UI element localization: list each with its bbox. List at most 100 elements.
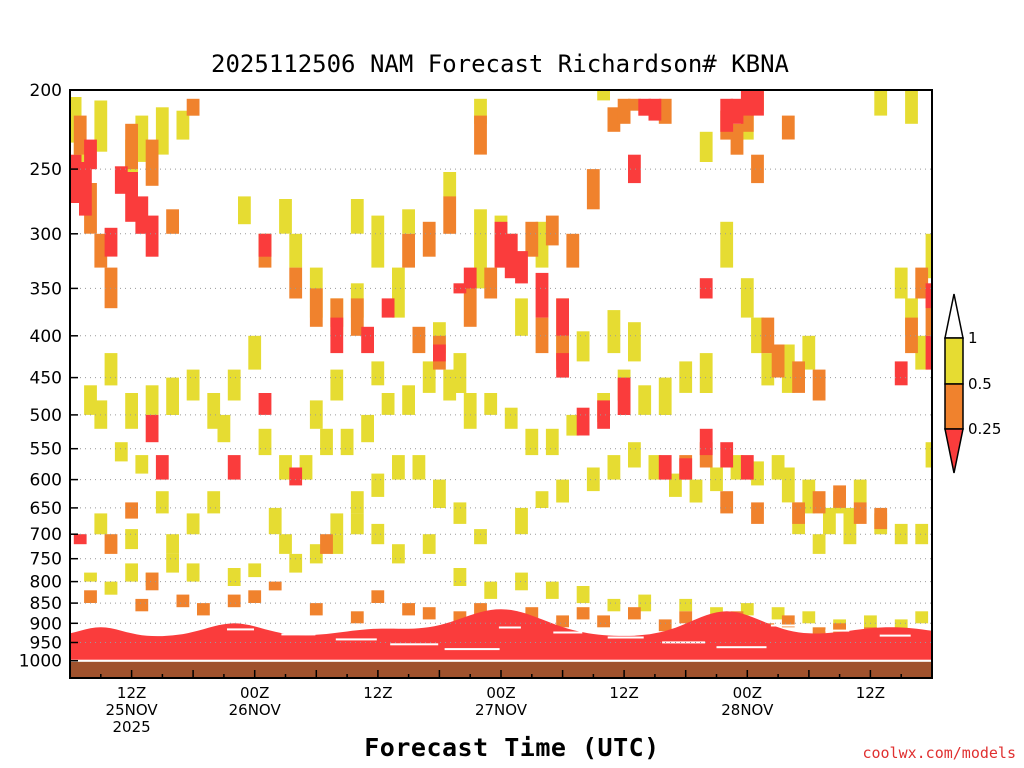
- heat-cell-2-39: [227, 455, 241, 480]
- heat-cell-0-84: [915, 523, 929, 545]
- heat-cell-0-139: [422, 534, 436, 554]
- heat-cell-0-27: [628, 322, 641, 362]
- heat-cell-0-138: [392, 544, 405, 564]
- heat-cell-0-143: [545, 581, 559, 599]
- heat-cell-1-45: [905, 317, 918, 354]
- heat-cell-1-43: [853, 502, 867, 524]
- heat-cell-2-29: [699, 428, 713, 456]
- heat-cell-2-32: [381, 298, 395, 318]
- heat-cell-0-79: [802, 479, 816, 514]
- xtick-label-1-1: 26NOV: [229, 701, 282, 719]
- heat-cell-0-61: [433, 479, 446, 508]
- heat-cell-0-123: [699, 131, 713, 162]
- heat-cell-0-76: [771, 455, 785, 480]
- heat-cell-0-55: [309, 544, 323, 564]
- heat-cell-0-81: [843, 507, 857, 545]
- heat-cell-0-23: [535, 221, 549, 268]
- band-gap-1: [227, 628, 254, 631]
- heat-cell-0-25: [576, 331, 590, 362]
- heat-cell-1-24: [628, 98, 641, 111]
- heat-cell-0-155: [915, 611, 929, 624]
- heat-cell-0-37: [207, 393, 221, 429]
- heat-cell-2-0: [70, 154, 82, 203]
- heat-cell-1-71: [84, 590, 97, 603]
- band-gap-12: [825, 629, 850, 632]
- ytick-label-300: 300: [30, 225, 62, 245]
- heat-cell-0-50: [166, 534, 179, 554]
- heat-cell-1-15: [463, 283, 477, 327]
- heat-cell-2-24: [617, 377, 631, 415]
- heat-cell-1-5: [145, 139, 159, 186]
- heat-cell-0-135: [330, 534, 344, 554]
- heat-cell-1-49: [412, 326, 426, 354]
- heat-cell-0-115: [402, 385, 415, 415]
- band-gap-13: [879, 634, 911, 637]
- heat-cell-2-19: [720, 98, 734, 132]
- heat-cell-1-54: [104, 534, 118, 554]
- heat-cell-0-18: [443, 172, 457, 197]
- heat-cell-0-9: [279, 199, 292, 234]
- heat-cell-1-61: [402, 603, 415, 616]
- heat-cell-0-30: [371, 361, 385, 386]
- heat-cell-1-30: [781, 115, 795, 140]
- heat-cell-1-33: [792, 361, 805, 393]
- ytick-label-600: 600: [30, 471, 62, 491]
- heat-cell-0-70: [648, 455, 662, 480]
- heat-cell-1-42: [833, 485, 846, 508]
- legend-label-0: 1: [968, 329, 978, 347]
- ytick-label-400: 400: [30, 327, 62, 347]
- heat-cell-0-126: [84, 572, 97, 582]
- heatmap-cells: [70, 90, 932, 678]
- heat-cell-1-74: [248, 590, 262, 603]
- heat-cell-0-149: [740, 603, 754, 616]
- heat-cell-1-47: [915, 267, 929, 299]
- heat-cell-2-14: [535, 272, 549, 318]
- chart-title: 2025112506 NAM Forecast Richardson# KBNA: [211, 50, 789, 78]
- heat-cell-1-85: [812, 627, 826, 639]
- heat-cell-0-2: [94, 100, 108, 152]
- xtick-label-3-1: 27NOV: [475, 701, 528, 719]
- heat-cell-0-72: [689, 479, 703, 503]
- ground-edge: [70, 659, 932, 662]
- heat-cell-1-10: [309, 288, 323, 327]
- heat-cell-0-91: [894, 267, 908, 299]
- heat-cell-0-116: [381, 393, 395, 415]
- heat-cell-0-127: [104, 581, 118, 595]
- heat-cell-0-118: [340, 428, 354, 456]
- heat-cell-1-81: [597, 615, 610, 628]
- heat-cell-2-10: [463, 267, 477, 289]
- heat-cell-1-7: [186, 98, 200, 116]
- heat-cell-0-145: [607, 598, 621, 612]
- band-gap-4: [390, 643, 439, 646]
- heat-cell-2-16: [628, 154, 641, 184]
- heat-cell-0-92: [925, 233, 932, 279]
- heat-cell-0-49: [125, 529, 138, 550]
- legend-label-2: 0.25: [968, 420, 1001, 438]
- heat-cell-2-13: [515, 251, 528, 284]
- colorbar-legend: 1 0.5 0.25: [944, 293, 1001, 474]
- heat-cell-0-58: [371, 473, 385, 497]
- ytick-label-450: 450: [30, 369, 62, 389]
- heat-cell-1-11: [350, 298, 364, 336]
- heat-cell-0-108: [545, 428, 559, 456]
- xtick-label-3-0: 00Z: [486, 684, 515, 702]
- heat-cell-0-94: [874, 90, 888, 116]
- heat-cell-0-53: [268, 507, 282, 535]
- heat-cell-2-15: [556, 298, 569, 336]
- heat-cell-1-25: [658, 98, 672, 124]
- xtick-label-1-0: 00Z: [240, 684, 269, 702]
- heat-cell-0-99: [802, 335, 816, 370]
- heat-cell-0-46: [135, 455, 149, 474]
- heat-cell-2-31: [740, 455, 754, 480]
- heat-cell-0-83: [894, 523, 908, 545]
- band-gap-3: [335, 638, 377, 641]
- heat-cell-0-98: [761, 353, 775, 386]
- heat-cell-1-53: [320, 534, 333, 554]
- heat-cell-0-69: [628, 442, 641, 468]
- heat-cell-2-42: [73, 534, 87, 545]
- heat-cell-1-39: [751, 502, 764, 524]
- heat-cell-1-19: [545, 215, 559, 246]
- heat-cell-2-21: [740, 90, 754, 116]
- heat-cell-2-2: [84, 139, 97, 170]
